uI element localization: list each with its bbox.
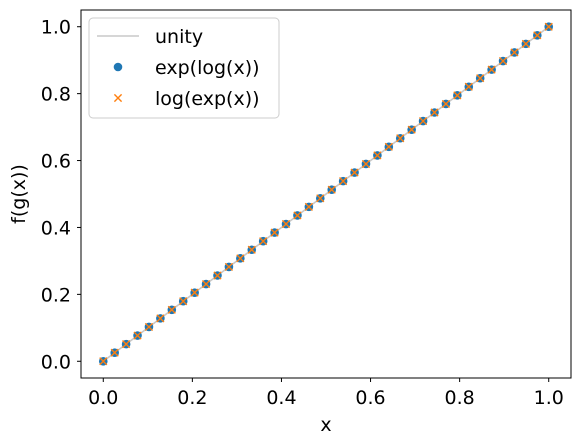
log-exp-point bbox=[236, 254, 245, 263]
log-exp-point bbox=[498, 56, 508, 66]
y-tick-label: 0.2 bbox=[41, 284, 71, 306]
x-tick-label: 1.0 bbox=[534, 387, 564, 409]
log-exp-point bbox=[247, 245, 256, 254]
y-tick-label: 1.0 bbox=[41, 17, 71, 39]
log-exp-point bbox=[476, 74, 485, 83]
legend-label: unity bbox=[155, 26, 203, 48]
x-tick-label: 0.4 bbox=[266, 387, 296, 409]
y-tick-label: 0.6 bbox=[41, 151, 71, 173]
log-exp-point bbox=[373, 151, 382, 160]
legend-circle-swatch bbox=[113, 62, 123, 72]
legend-label: log(exp(x)) bbox=[155, 88, 260, 110]
y-tick-label: 0.8 bbox=[41, 84, 71, 106]
y-axis-label: f(g(x)) bbox=[8, 164, 30, 224]
log-exp-point bbox=[361, 159, 371, 169]
log-exp-point bbox=[453, 91, 462, 100]
x-tick-label: 0.2 bbox=[177, 387, 207, 409]
ticks-layer: 0.0 0.2 0.4 0.6 0.8 1.0 0.0 0.2 0.4 0.6 0.8 1.0 bbox=[41, 17, 564, 409]
series-2 bbox=[99, 22, 553, 366]
series-0 bbox=[102, 26, 550, 362]
legend: unity exp(log(x)) log(exp(x)) bbox=[88, 17, 280, 119]
log-exp-point bbox=[487, 65, 496, 74]
log-exp-point bbox=[122, 340, 131, 349]
log-exp-point bbox=[281, 219, 291, 229]
log-exp-point bbox=[464, 82, 473, 91]
log-exp-point bbox=[304, 202, 313, 211]
log-exp-point bbox=[179, 297, 188, 306]
x-tick-label: 0.0 bbox=[88, 387, 118, 409]
log-exp-point bbox=[396, 134, 405, 143]
legend-box bbox=[88, 17, 280, 119]
series-layer bbox=[98, 22, 554, 366]
y-tick-label: 0.0 bbox=[41, 351, 71, 373]
log-exp-point bbox=[133, 331, 142, 340]
log-exp-point bbox=[418, 116, 428, 126]
log-exp-point bbox=[144, 322, 154, 332]
log-exp-point bbox=[99, 357, 108, 366]
log-exp-point bbox=[544, 22, 553, 31]
legend-x-swatch bbox=[113, 93, 123, 103]
unity-line bbox=[102, 26, 550, 362]
log-exp-point bbox=[156, 314, 165, 323]
log-exp-point bbox=[510, 48, 519, 57]
legend-label: exp(log(x)) bbox=[155, 57, 260, 79]
plot-frame bbox=[80, 9, 572, 379]
log-exp-point bbox=[213, 271, 222, 280]
log-exp-point bbox=[270, 228, 279, 237]
log-exp-point bbox=[339, 177, 348, 186]
log-exp-point bbox=[110, 348, 119, 357]
log-exp-point bbox=[224, 262, 234, 272]
x-tick-label: 0.6 bbox=[355, 387, 385, 409]
log-exp-point bbox=[407, 125, 416, 134]
x-axis-label: x bbox=[320, 414, 331, 436]
log-exp-point bbox=[441, 99, 451, 109]
log-exp-point bbox=[350, 168, 359, 177]
log-exp-point bbox=[190, 288, 199, 297]
log-exp-point bbox=[384, 142, 393, 151]
x-tick-label: 0.8 bbox=[445, 387, 475, 409]
log-exp-point bbox=[316, 194, 325, 203]
log-exp-point bbox=[327, 185, 336, 194]
log-exp-point bbox=[259, 237, 268, 246]
log-exp-point bbox=[167, 305, 176, 314]
log-exp-point bbox=[521, 39, 530, 48]
log-exp-point bbox=[430, 108, 439, 117]
log-exp-point bbox=[201, 279, 211, 289]
log-exp-point bbox=[293, 211, 302, 220]
log-exp-point bbox=[533, 31, 542, 40]
y-tick-label: 0.4 bbox=[41, 217, 71, 239]
